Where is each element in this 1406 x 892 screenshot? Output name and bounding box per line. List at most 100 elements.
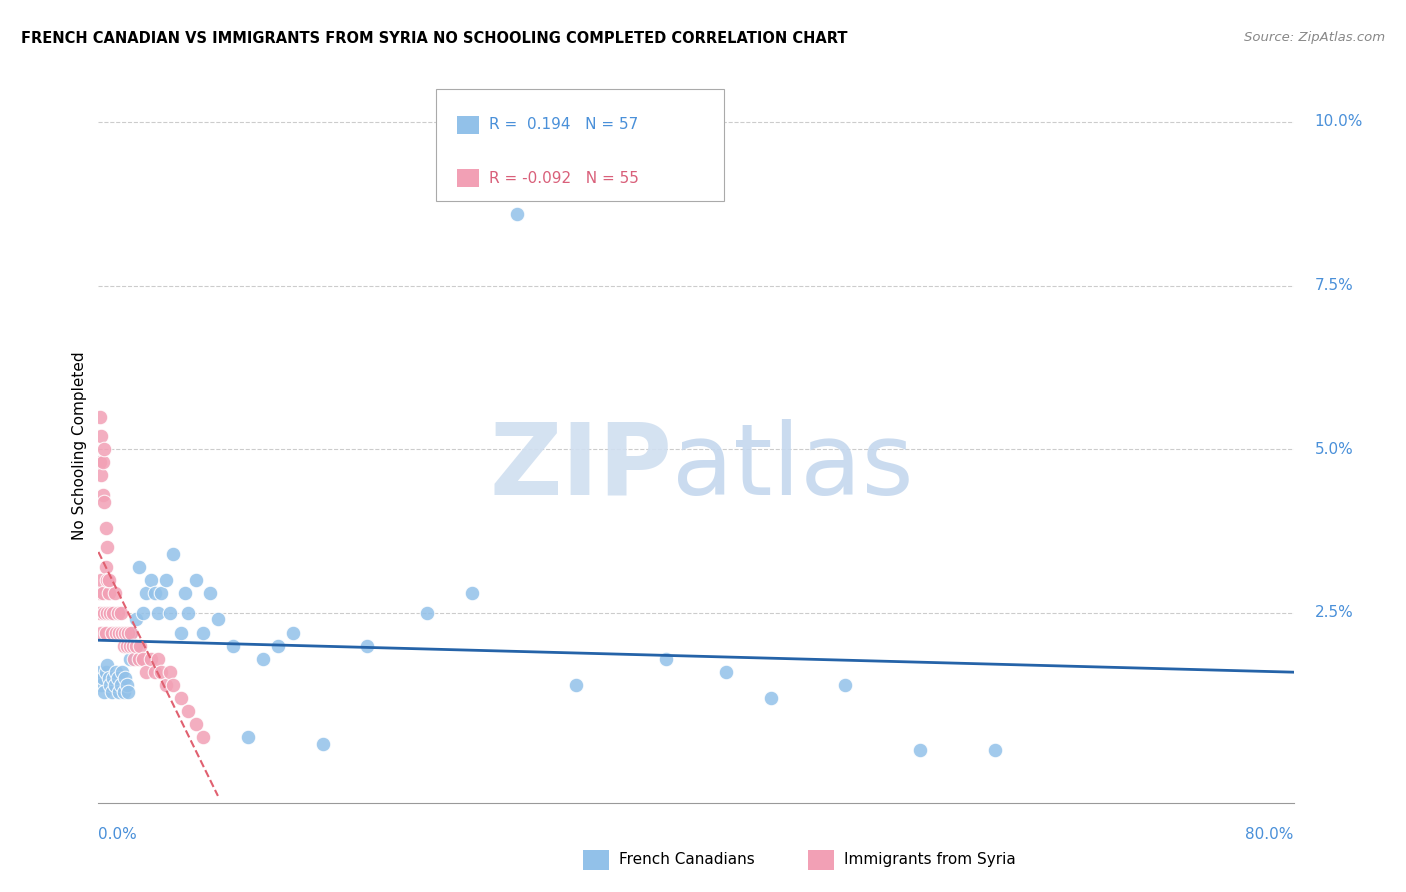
Text: 0.0%: 0.0% (98, 827, 138, 841)
Point (103, 672, 125, 686)
Point (461, 586, 484, 600)
Point (90, 625, 112, 640)
Point (93, 442, 115, 457)
Point (108, 625, 131, 640)
Text: 2.5%: 2.5% (1315, 606, 1354, 621)
Point (93, 684, 115, 698)
Point (89, 665, 111, 679)
Point (94, 521, 117, 535)
Point (143, 586, 166, 600)
Point (104, 678, 127, 692)
Point (101, 684, 124, 698)
Point (132, 606, 155, 620)
Point (281, 625, 304, 640)
Point (148, 606, 170, 620)
Point (97, 672, 120, 686)
Point (117, 684, 139, 698)
Point (834, 678, 856, 692)
Point (94, 560, 117, 574)
Point (114, 625, 136, 640)
Point (128, 560, 150, 574)
Point (89, 455, 111, 469)
Point (184, 573, 207, 587)
Point (96, 541, 118, 555)
Point (200, 586, 222, 600)
Point (150, 665, 173, 679)
Point (125, 612, 148, 626)
Point (252, 652, 274, 666)
Text: Immigrants from Syria: Immigrants from Syria (844, 853, 1015, 867)
Point (148, 652, 170, 666)
Point (107, 672, 129, 686)
Point (98, 606, 122, 620)
Point (191, 731, 214, 745)
Point (105, 665, 128, 679)
Point (155, 678, 177, 692)
Point (135, 665, 157, 679)
Point (93, 494, 115, 508)
Point (565, 678, 588, 692)
Point (91, 586, 114, 600)
Text: FRENCH CANADIAN VS IMMIGRANTS FROM SYRIA NO SCHOOLING COMPLETED CORRELATION CHAR: FRENCH CANADIAN VS IMMIGRANTS FROM SYRIA… (21, 31, 848, 46)
Point (90, 468, 112, 483)
Point (139, 573, 162, 587)
Point (89, 586, 111, 600)
Point (150, 586, 173, 600)
Point (139, 652, 162, 666)
Point (89, 606, 111, 620)
Point (356, 639, 378, 653)
Point (124, 652, 146, 666)
Point (94, 665, 117, 679)
Point (93, 606, 115, 620)
Point (120, 625, 142, 640)
Text: R = -0.092   N = 55: R = -0.092 N = 55 (489, 171, 640, 186)
Text: 7.5%: 7.5% (1315, 278, 1354, 293)
Point (162, 678, 184, 692)
Point (159, 606, 181, 620)
Point (191, 625, 214, 640)
Point (155, 573, 177, 587)
Point (111, 665, 134, 679)
Text: R =  0.194   N = 57: R = 0.194 N = 57 (489, 118, 638, 132)
Point (120, 625, 142, 640)
Point (222, 639, 245, 653)
Point (129, 639, 152, 653)
Point (118, 639, 141, 653)
Text: French Canadians: French Canadians (619, 853, 755, 867)
Point (108, 684, 131, 698)
Point (132, 652, 155, 666)
Point (311, 737, 333, 751)
Point (91, 455, 114, 469)
Point (169, 691, 191, 706)
Text: 80.0%: 80.0% (1246, 827, 1294, 841)
Point (114, 672, 136, 686)
Point (162, 547, 184, 561)
Point (112, 639, 135, 653)
Point (96, 573, 118, 587)
Point (655, 652, 678, 666)
Point (97, 586, 120, 600)
Point (111, 625, 134, 640)
Point (110, 678, 132, 692)
Point (159, 665, 181, 679)
Point (177, 704, 200, 718)
Point (759, 691, 782, 706)
Text: ZIP: ZIP (489, 419, 672, 516)
Point (125, 639, 148, 653)
Text: Source: ZipAtlas.com: Source: ZipAtlas.com (1244, 31, 1385, 45)
Point (96, 606, 118, 620)
Point (169, 625, 191, 640)
Point (121, 639, 143, 653)
Point (90, 678, 112, 692)
Point (117, 625, 139, 640)
Point (118, 652, 141, 666)
Point (135, 586, 157, 600)
Point (236, 731, 259, 745)
Point (96, 658, 118, 673)
Point (101, 625, 124, 640)
Point (174, 586, 197, 600)
Point (104, 586, 127, 600)
Point (115, 639, 138, 653)
Point (91, 672, 114, 686)
Point (89, 409, 111, 424)
